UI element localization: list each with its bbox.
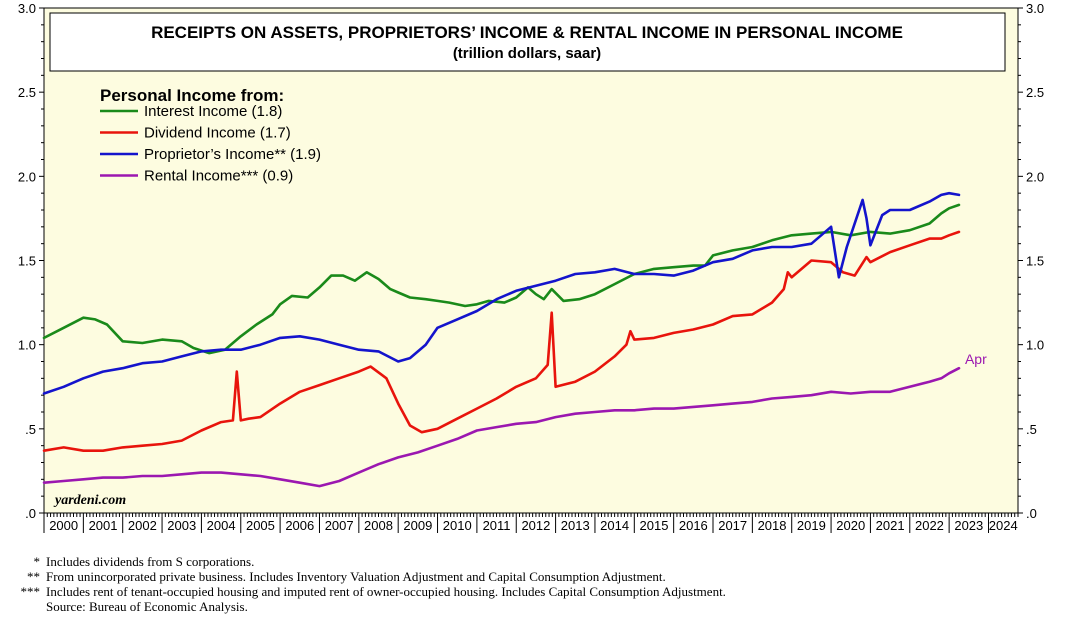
series-line-3 [42,191,961,395]
x-tick-label: 2023 [954,518,983,533]
legend: Interest Income (1.8) Dividend Income (1.… [100,103,321,185]
x-tick-label: 2001 [89,518,118,533]
legend-label-3: Proprietor’s Income** (1.9) [144,146,321,163]
footnote-1: * Includes dividends from S corporations… [0,554,1065,569]
x-tick-label: 2002 [128,518,157,533]
chart-subtitle: (trillion dollars, saar) [453,45,601,62]
x-tick-label: 2000 [49,518,78,533]
footnotes: * Includes dividends from S corporations… [0,554,1065,614]
footnote-text: Includes rent of tenant-occupied housing… [46,584,726,599]
y-tick-label-left: .5 [25,422,36,437]
y-tick-label-left: 1.5 [18,254,36,269]
y-tick-label-right: 1.0 [1026,338,1044,353]
x-tick-label: 2005 [246,518,275,533]
legend-label-4: Rental Income*** (0.9) [144,168,293,185]
y-tick-label-left: 1.0 [18,338,36,353]
footnote-mark: * [33,554,41,569]
x-tick-label: 2018 [758,518,787,533]
watermark: yardeni.com [53,493,126,508]
footnote-2: ** From unincorporated private business.… [0,569,1065,584]
y-tick-label-right: .5 [1026,422,1037,437]
y-tick-label-right: 1.5 [1026,254,1044,269]
footnote-text: Includes dividends from S corporations. [46,554,255,569]
footnote-mark: *** [20,584,41,599]
y-tick-label-left: 2.5 [18,85,36,100]
x-tick-label: 2011 [483,518,511,533]
x-tick-label: 2022 [915,518,944,533]
x-tick-label: 2009 [403,518,432,533]
legend-label-2: Dividend Income (1.7) [144,125,291,142]
legend-title: Personal Income from: [100,86,284,105]
x-tick-label: 2003 [167,518,196,533]
x-tick-label: 2020 [836,518,865,533]
footnote-3: *** Includes rent of tenant-occupied hou… [0,584,1065,599]
x-tick-label: 2016 [679,518,708,533]
x-tick-label: 2015 [640,518,669,533]
end-annotation: Apr [965,351,987,367]
y-tick-label-left: 2.0 [18,169,36,184]
axes-layer: .0 .0 .5 .5 1.0 1.0 1.5 1.5 2.0 2.0 2.5 2.5 3.0 3.0 20… [18,1,1044,533]
x-tick-label: 2006 [285,518,314,533]
footnote-text: From unincorporated private business. In… [46,569,666,584]
x-tick-label: 2024 [989,518,1018,533]
x-tick-label: 2007 [325,518,354,533]
x-tick-label: 2019 [797,518,826,533]
series-line-2 [42,230,961,453]
y-tick-label-right: .0 [1026,506,1037,521]
x-tick-label: 2008 [364,518,393,533]
series-layer [42,191,961,488]
legend-label-1: Interest Income (1.8) [144,103,282,120]
chart-title: RECEIPTS ON ASSETS, PROPRIETORS’ INCOME … [151,23,903,42]
series-line-4 [42,366,961,488]
y-tick-label-left: 3.0 [18,1,36,16]
series-line-1 [42,203,961,355]
footnote-mark: ** [27,569,40,584]
y-tick-label-right: 3.0 [1026,1,1044,16]
title-box [49,12,1006,72]
footnote-text: Source: Bureau of Economic Analysis. [46,599,248,614]
chart: .0 .0 .5 .5 1.0 1.0 1.5 1.5 2.0 2.0 2.5 2.5 3.0 3.0 20… [18,1,1044,533]
x-tick-label: 2013 [561,518,590,533]
x-tick-label: 2004 [207,518,236,533]
x-tick-label: 2021 [876,518,905,533]
x-tick-label: 2012 [521,518,550,533]
y-tick-label-right: 2.5 [1026,85,1044,100]
y-tick-label-left: .0 [25,506,36,521]
x-tick-label: 2014 [600,518,629,533]
footnote-source: Source: Bureau of Economic Analysis. [0,599,1065,614]
x-tick-label: 2017 [718,518,747,533]
y-tick-label-right: 2.0 [1026,169,1044,184]
x-tick-label: 2010 [443,518,472,533]
